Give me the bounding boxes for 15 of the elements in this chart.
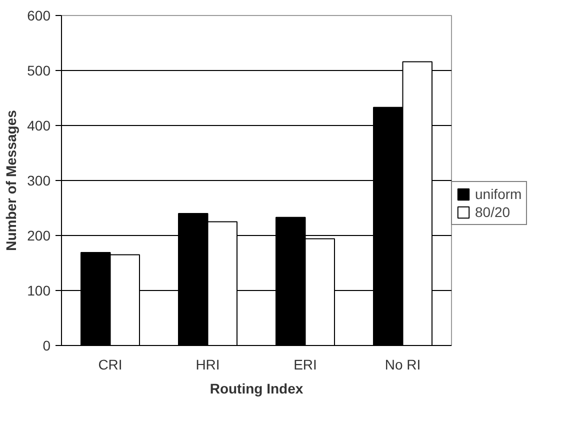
y-tick-label: 500 [27,62,51,78]
y-tick-label: 400 [27,118,51,134]
y-tick-label: 100 [27,282,51,298]
x-tick-label: ERI [294,356,317,372]
x-tick-label: CRI [98,356,122,372]
y-tick-label: 600 [27,8,51,24]
y-tick-label: 300 [27,172,51,188]
y-tick-label: 0 [42,338,51,354]
x-axis-title: Routing Index [210,380,304,396]
legend-label: uniform [475,186,522,202]
y-tick-label: 200 [27,228,51,244]
x-tick-label: HRI [196,356,220,372]
y-axis-title: Number of Messages [3,110,20,251]
legend-label: 80/20 [475,204,510,220]
x-tick-label: No RI [384,356,421,372]
